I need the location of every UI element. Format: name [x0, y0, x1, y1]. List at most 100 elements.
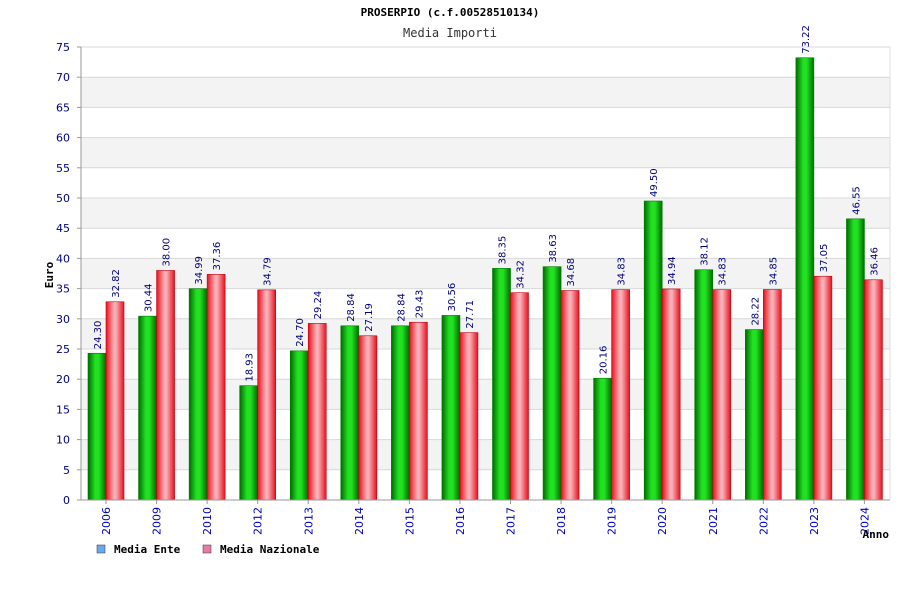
- y-tick-label: 40: [56, 252, 70, 265]
- y-tick-label: 60: [56, 132, 70, 145]
- x-tick-label: 2013: [302, 507, 315, 535]
- data-label-media-ente-2021: 38.12: [700, 237, 711, 266]
- bar-media-ente-2020: [643, 200, 663, 501]
- plot-band: [81, 167, 890, 198]
- legend-label-media-ente: Media Ente: [114, 543, 181, 556]
- bar-media-ente-2021: [694, 269, 714, 501]
- data-label-media-ente-2014: 28.84: [346, 293, 357, 322]
- data-label-media-nazionale-2009: 38.00: [162, 238, 173, 267]
- data-label-media-nazionale-2013: 29.24: [313, 291, 324, 320]
- bar-media-ente-2015: [391, 325, 410, 501]
- bar-media-nazionale-2017: [510, 292, 529, 501]
- bar-media-nazionale-2010: [206, 274, 226, 501]
- chart-title: PROSERPIO (c.f.00528510134): [361, 6, 540, 19]
- bar-media-ente-2022: [745, 329, 764, 501]
- data-label-media-ente-2009: 30.44: [144, 284, 155, 313]
- data-label-media-nazionale-2012: 34.79: [263, 257, 274, 286]
- y-tick-label: 10: [56, 434, 70, 447]
- plot-band: [81, 228, 890, 259]
- x-axis-label: Anno: [863, 528, 890, 541]
- bar-media-nazionale-2020: [661, 288, 681, 501]
- data-label-media-nazionale-2023: 37.05: [819, 244, 830, 273]
- data-label-media-ente-2013: 24.70: [295, 318, 306, 347]
- axes: [77, 46, 891, 501]
- bar-media-ente-2018: [542, 266, 562, 501]
- data-label-media-ente-2015: 28.84: [396, 293, 407, 322]
- plot-band: [81, 198, 890, 229]
- data-label-media-nazionale-2022: 34.85: [768, 257, 779, 286]
- data-label-media-ente-2024: 46.55: [851, 186, 862, 215]
- x-tick-label: 2022: [757, 507, 770, 535]
- data-label-media-ente-2018: 38.63: [548, 234, 559, 263]
- data-labels: 24.30 32.82 30.44 38.00 34.99 37.36 18.93 34.79…: [93, 25, 880, 382]
- x-tick-label: 2020: [656, 507, 669, 535]
- bar-media-nazionale-2023: [813, 275, 833, 501]
- bar-media-nazionale-2009: [156, 270, 175, 501]
- data-label-media-ente-2010: 34.99: [194, 256, 205, 285]
- x-tick-label: 2017: [505, 507, 518, 535]
- bar-media-nazionale-2021: [712, 289, 732, 501]
- plot-band: [81, 107, 890, 138]
- plot-band: [81, 137, 890, 168]
- bar-media-nazionale-2013: [307, 323, 327, 501]
- y-tick-label: 50: [56, 192, 70, 205]
- data-label-media-nazionale-2017: 34.32: [516, 260, 527, 289]
- x-tick-label: 2019: [606, 507, 619, 535]
- y-axis-label: Euro: [43, 261, 56, 288]
- data-label-media-nazionale-2020: 34.94: [667, 256, 678, 285]
- bar-media-ente-2019: [593, 377, 612, 501]
- y-tick-label: 65: [56, 101, 70, 114]
- x-tick-label: 2015: [403, 507, 416, 535]
- legend-swatch-media-nazionale: [202, 544, 212, 554]
- data-label-media-nazionale-2018: 34.68: [566, 258, 577, 287]
- legend-swatch-media-ente: [96, 544, 106, 554]
- bar-media-nazionale-2016: [459, 332, 479, 501]
- y-tick-label: 45: [56, 222, 70, 235]
- data-label-media-nazionale-2010: 37.36: [212, 242, 223, 271]
- data-label-media-ente-2016: 30.56: [447, 283, 458, 312]
- bar-media-ente-2014: [340, 325, 360, 501]
- x-axis-ticks: 2006 2009 2010 2012 2013 2014 2015 2016 2017 2018…: [100, 500, 871, 535]
- bar-media-nazionale-2024: [864, 279, 883, 501]
- chart-subtitle: Media Importi: [403, 26, 497, 40]
- x-tick-label: 2024: [858, 507, 871, 535]
- bar-media-nazionale-2019: [611, 289, 630, 501]
- bar-media-ente-2024: [846, 218, 865, 501]
- data-label-media-nazionale-2014: 27.19: [364, 303, 375, 332]
- x-tick-label: 2018: [555, 507, 568, 535]
- bar-media-nazionale-2012: [257, 289, 276, 501]
- bar-media-ente-2006: [87, 352, 107, 501]
- y-tick-label: 30: [56, 313, 70, 326]
- legend: Media Ente Media Nazionale: [96, 543, 320, 556]
- bars: [87, 57, 883, 501]
- data-label-media-nazionale-2024: 36.46: [869, 247, 880, 276]
- y-tick-label: 15: [56, 403, 70, 416]
- bar-media-nazionale-2014: [358, 335, 378, 501]
- data-label-media-ente-2020: 49.50: [649, 168, 660, 197]
- x-tick-label: 2010: [201, 507, 214, 535]
- bar-media-nazionale-2015: [409, 321, 428, 501]
- legend-label-media-nazionale: Media Nazionale: [220, 543, 320, 556]
- y-tick-label: 55: [56, 162, 70, 175]
- bar-media-nazionale-2006: [105, 301, 125, 501]
- bar-media-ente-2017: [492, 268, 511, 501]
- y-tick-label: 0: [63, 494, 70, 507]
- data-label-media-ente-2012: 18.93: [245, 353, 256, 382]
- x-tick-label: 2016: [454, 507, 467, 535]
- y-tick-label: 25: [56, 343, 70, 356]
- data-label-media-nazionale-2006: 32.82: [111, 269, 122, 298]
- bar-media-nazionale-2018: [560, 290, 580, 501]
- bar-media-ente-2013: [289, 350, 309, 501]
- y-tick-label: 5: [63, 464, 70, 477]
- x-tick-label: 2006: [100, 507, 113, 535]
- x-tick-label: 2021: [707, 507, 720, 535]
- y-tick-label: 20: [56, 373, 70, 386]
- x-tick-label: 2014: [353, 507, 366, 535]
- data-label-media-ente-2019: 20.16: [599, 346, 610, 375]
- data-label-media-ente-2017: 38.35: [498, 236, 509, 265]
- x-tick-label: 2012: [252, 507, 265, 535]
- data-label-media-nazionale-2019: 34.83: [617, 257, 628, 286]
- plot-band: [81, 47, 890, 78]
- bar-media-ente-2010: [188, 288, 208, 501]
